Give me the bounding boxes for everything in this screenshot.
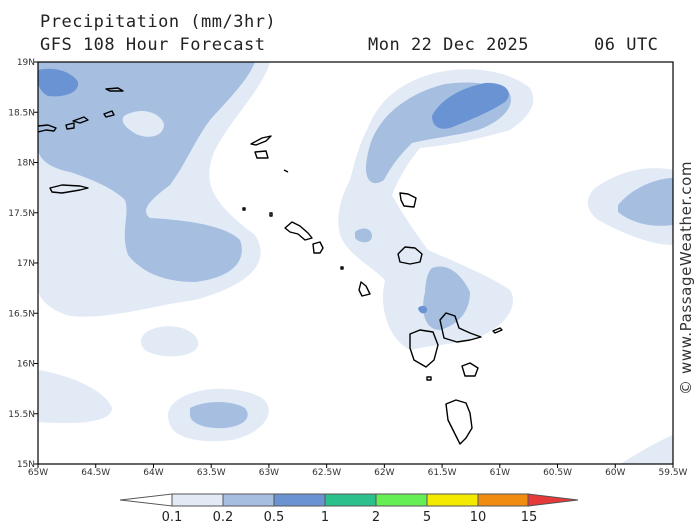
rain-contour-0.5 (38, 68, 509, 314)
island-st-eustatius (269, 212, 273, 217)
island-st-croix (49, 184, 89, 194)
legend-swatch (426, 493, 479, 507)
forecast-model: GFS 108 Hour Forecast (40, 35, 266, 55)
lon-label: 60W (605, 468, 625, 478)
legend-label: 0.5 (264, 510, 285, 525)
lon-label: 63.5W (197, 468, 226, 478)
precipitation-legend: 0.1 0.2 0.5 1 2 5 10 15 (119, 493, 579, 525)
lat-label: 17N (17, 259, 35, 269)
island-st-thomas (72, 116, 89, 124)
legend-swatch (324, 493, 377, 507)
lon-label: 59.5W (659, 468, 688, 478)
legend-swatch (375, 493, 428, 507)
island-nevis (312, 241, 324, 254)
island-anegada (105, 87, 124, 92)
island-redonda (340, 266, 344, 270)
legend-swatch (477, 493, 530, 507)
lon-label: 64W (143, 468, 163, 478)
lon-label: 60.5W (543, 468, 572, 478)
island-st-kitts (284, 221, 313, 241)
rain-gap (122, 110, 164, 137)
legend-label: 0.1 (162, 510, 183, 525)
legend-swatch (222, 493, 275, 507)
map-axes: 65W 64.5W 64W 63.5W 63W 62.5W 62W 61.5W 61W 60.5W… (8, 58, 687, 478)
forecast-time: 06 UTC (594, 35, 659, 55)
island-marie-galante (461, 362, 479, 377)
legend-label: 0.2 (213, 510, 234, 525)
island-saba (242, 207, 246, 211)
legend-label: 5 (423, 510, 431, 525)
lat-label: 15.5N (8, 410, 35, 420)
island-les-saintes (426, 376, 432, 381)
island-guadeloupe-small (397, 246, 423, 265)
land-outlines (38, 87, 503, 445)
legend-label: 15 (521, 510, 538, 525)
lon-label: 61.5W (428, 468, 457, 478)
island-st-martin (250, 135, 272, 146)
lat-label: 16.5N (8, 309, 35, 319)
island-st-barthelemy (254, 150, 269, 159)
island-basse-terre (409, 329, 439, 368)
lon-label: 62W (374, 468, 394, 478)
lat-label: 18.5N (8, 108, 35, 118)
legend-low-arrow (119, 493, 173, 507)
precipitation-field (38, 62, 673, 464)
map-title: Precipitation (mm/3hr) (40, 12, 277, 32)
legend-label: 10 (470, 510, 487, 525)
legend-swatch (171, 493, 224, 507)
legend-high-arrow (527, 493, 579, 507)
legend-label: 2 (372, 510, 380, 525)
island-dominica (445, 399, 473, 445)
lat-label: 15N (17, 460, 35, 470)
watermark-text: © www.PassageWeather.com (677, 160, 695, 395)
island-barbuda-dot (283, 169, 289, 173)
lat-label: 19N (17, 58, 35, 68)
island-puerto-rico-east (38, 124, 57, 133)
island-la-desirade (492, 327, 503, 334)
legend-label: 1 (321, 510, 329, 525)
island-virgin-gorda (103, 110, 115, 118)
lon-label: 62.5W (312, 468, 341, 478)
island-vieques (65, 122, 75, 130)
lon-label: 63W (259, 468, 279, 478)
lon-label: 64.5W (81, 468, 110, 478)
island-antigua (399, 192, 417, 208)
lat-label: 17.5N (8, 209, 35, 219)
island-grande-terre (439, 312, 482, 343)
lon-label: 65W (28, 468, 48, 478)
island-montserrat (358, 281, 371, 297)
legend-swatch (273, 493, 326, 507)
forecast-date: Mon 22 Dec 2025 (368, 35, 530, 55)
lat-label: 16N (17, 360, 35, 370)
lon-label: 61W (490, 468, 510, 478)
lat-label: 18N (17, 159, 35, 169)
